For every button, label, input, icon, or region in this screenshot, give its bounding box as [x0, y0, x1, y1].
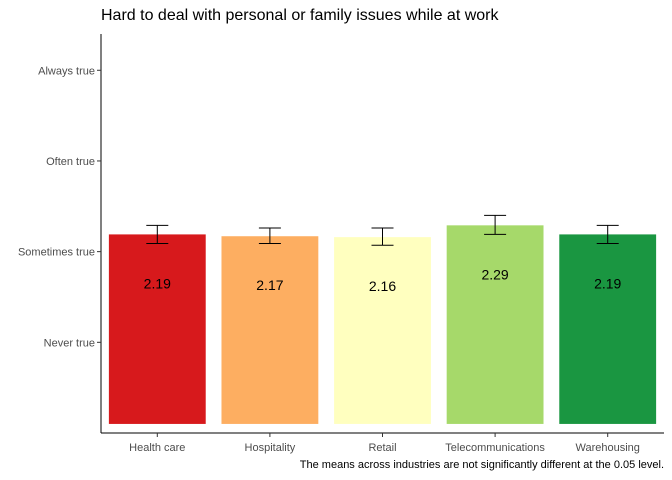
- x-tick-label: Hospitality: [245, 442, 296, 454]
- data-labels: 2.19 2.17 2.16 2.29 2.19: [144, 266, 622, 294]
- bar: [559, 234, 657, 424]
- x-tick-label: Warehousing: [575, 442, 639, 454]
- y-tick-label: Always true: [38, 65, 95, 77]
- data-label: 2.16: [369, 278, 396, 294]
- x-tick-label: Health care: [129, 442, 185, 454]
- y-axis-ticks: Never true Sometimes true Often true Always…: [18, 65, 101, 349]
- data-label: 2.19: [594, 275, 621, 291]
- data-label: 2.19: [144, 275, 171, 291]
- x-tick-label: Retail: [368, 442, 396, 454]
- data-label: 2.17: [256, 277, 283, 293]
- y-tick-label: Often true: [46, 156, 95, 168]
- chart-title: Hard to deal with personal or family iss…: [101, 7, 499, 24]
- bar: [221, 236, 319, 424]
- x-tick-label: Telecommunications: [445, 442, 545, 454]
- bar: [108, 234, 206, 424]
- bar: [334, 237, 431, 424]
- chart-caption: The means across industries are not sign…: [299, 459, 664, 471]
- data-label: 2.29: [481, 266, 508, 282]
- error-bars: [146, 214, 619, 246]
- y-tick-label: Never true: [44, 337, 95, 349]
- y-tick-label: Sometimes true: [18, 247, 95, 259]
- bars: [108, 225, 657, 424]
- x-axis-ticks: Health care Hospitality Retail Telecommunic…: [129, 433, 640, 454]
- bar: [446, 225, 544, 424]
